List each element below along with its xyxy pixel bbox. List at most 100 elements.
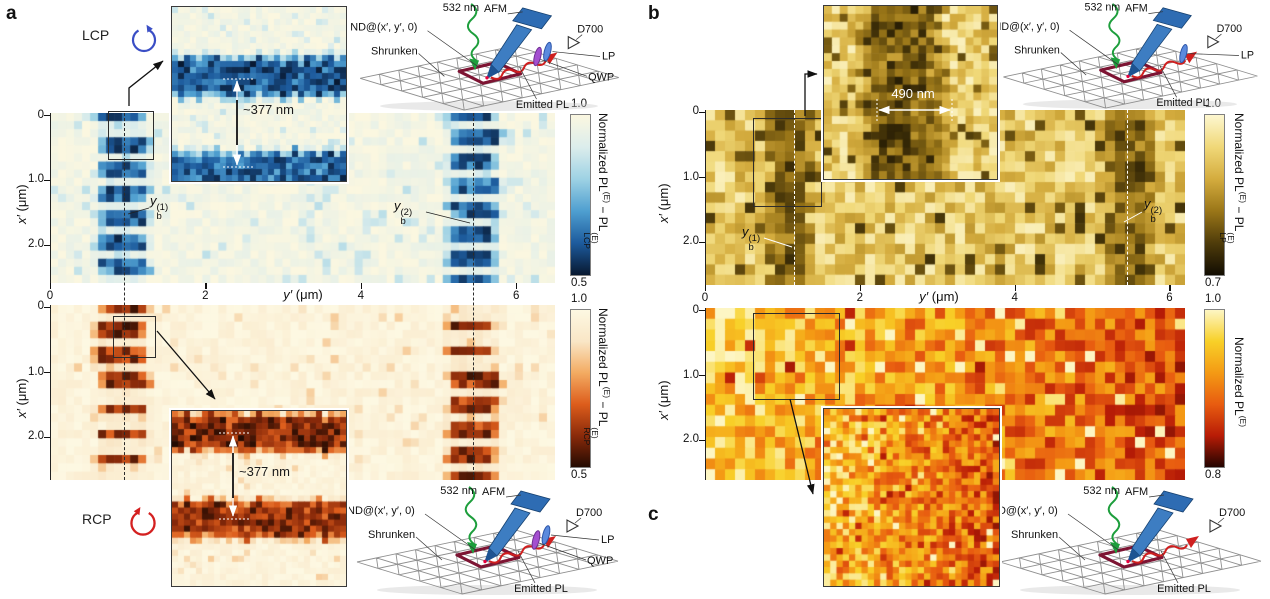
excitation-beam bbox=[464, 486, 478, 545]
diagram-label-excitation_wavelength: 532 nm bbox=[1083, 485, 1120, 497]
qwp-disc-icon bbox=[531, 530, 541, 550]
yb1-dashed-line-b bbox=[794, 110, 795, 285]
y-axis-tick-label: 0 bbox=[37, 300, 44, 313]
setup-diagram-c: 532 nm AFM ND@(x′, y′, 0) Shrunken D700 Emitt… bbox=[988, 483, 1268, 596]
scan-region-outline bbox=[1099, 59, 1163, 84]
diagram-label-excitation_wavelength: 532 nm bbox=[440, 485, 477, 497]
lcp-circular-arrow-icon bbox=[131, 24, 157, 53]
x-axis-tick bbox=[1169, 285, 1171, 291]
lcp-label: LCP bbox=[82, 27, 110, 43]
zoom-region-rect-a-top bbox=[108, 111, 154, 160]
y-axis-label-c: x′ (μm) bbox=[656, 380, 671, 420]
y-axis-tick bbox=[699, 310, 705, 312]
colorbar-lp bbox=[1204, 114, 1225, 276]
y-axis-tick bbox=[44, 372, 50, 374]
excitation-beam bbox=[1107, 486, 1121, 545]
diagram-label-afm: AFM bbox=[1125, 3, 1148, 15]
diagram-label-detector: D700 bbox=[1219, 507, 1245, 519]
x-axis-tick-label: 4 bbox=[357, 290, 364, 302]
scan-region-outline bbox=[455, 544, 521, 569]
marker-yb1-b: y (1) b bbox=[742, 224, 761, 253]
colorbar-title-lcp: Normalized PL(E) − PL (E) LCP bbox=[582, 113, 612, 249]
x-axis-tick bbox=[1014, 285, 1016, 291]
diagram-label-nd: ND@(x′, y′, 0) bbox=[994, 21, 1060, 33]
colorbar-total-pl bbox=[1204, 309, 1225, 468]
lp-disc-icon bbox=[1179, 44, 1188, 64]
diagram-label-shrunken: Shrunken bbox=[371, 46, 418, 58]
inset-lcp-zoom bbox=[169, 4, 349, 184]
diagram-label-detector: D700 bbox=[576, 507, 602, 519]
afm-tip bbox=[486, 64, 499, 80]
x-axis-tick bbox=[859, 285, 862, 291]
rcp-circular-arrow-icon bbox=[130, 507, 156, 536]
y-axis-tick-label: 2.0 bbox=[683, 235, 699, 248]
stripe-spacing-label-lcp: ~377 nm bbox=[243, 102, 294, 117]
y-axis-tick bbox=[699, 111, 705, 114]
x-axis-tick bbox=[516, 283, 518, 289]
x-axis-tick-label: 2 bbox=[856, 292, 864, 304]
y-axis-tick-label: 1.0 bbox=[683, 170, 699, 183]
afm-chip bbox=[512, 7, 553, 30]
colorbar-max-lcp: 1.0 bbox=[571, 98, 587, 110]
diagram-label-afm: AFM bbox=[1125, 486, 1148, 498]
colorbar-min-lcp: 0.5 bbox=[571, 277, 587, 289]
colorbar-min-lp: 0.7 bbox=[1205, 277, 1221, 289]
diagram-label-lp: LP bbox=[1241, 49, 1254, 61]
diagram-label-nd: ND@(x′, y′, 0) bbox=[347, 505, 415, 517]
stripe-spacing-label-rcp: ~377 nm bbox=[239, 464, 290, 479]
diagram-label-lp: LP bbox=[601, 534, 614, 546]
y-axis-tick-label: 1.0 bbox=[683, 368, 699, 381]
colorbar-lcp bbox=[570, 114, 591, 276]
y-axis-tick-label: 0 bbox=[692, 303, 699, 316]
y-axis-label-a-bottom: x′ (μm) bbox=[14, 378, 29, 418]
x-axis-tick-label: 4 bbox=[1011, 292, 1018, 304]
y-axis-tick-label: 1.0 bbox=[28, 173, 44, 186]
diagram-label-emitted: Emitted PL bbox=[1157, 583, 1211, 595]
diagram-label-emitted: Emitted PL bbox=[514, 583, 568, 595]
diagram-label-shrunken: Shrunken bbox=[1011, 529, 1058, 541]
axis-spine bbox=[50, 305, 51, 480]
panel-label-c: c bbox=[648, 504, 659, 525]
qwp-disc-icon bbox=[533, 46, 542, 67]
nd-position-dot bbox=[483, 559, 487, 564]
scan-region-outline bbox=[1098, 544, 1164, 569]
axis-spine bbox=[705, 110, 706, 285]
y-axis-tick bbox=[44, 306, 50, 309]
diagram-label-detector: D700 bbox=[1217, 23, 1243, 35]
colorbar-max-rcp: 1.0 bbox=[571, 293, 587, 305]
y-axis-tick bbox=[44, 244, 50, 247]
y-axis-tick-label: 2.0 bbox=[28, 430, 44, 443]
lp-disc-icon bbox=[543, 41, 552, 62]
diagram-label-excitation_wavelength: 532 nm bbox=[443, 2, 479, 14]
marker-yb2-b: y (2) b bbox=[1144, 196, 1163, 225]
diagram-label-shrunken: Shrunken bbox=[1014, 45, 1060, 57]
diagram-label-afm: AFM bbox=[484, 3, 507, 15]
reflection-shadow bbox=[1022, 99, 1238, 110]
colorbar-title-total: Normalized PL(E) bbox=[1232, 337, 1248, 428]
panel-label-b: b bbox=[648, 3, 660, 24]
excitation-beam bbox=[1108, 3, 1121, 61]
axis-spine bbox=[50, 113, 51, 283]
zoom-region-rect-a-bottom bbox=[113, 316, 156, 358]
diagram-label-qwp: QWP bbox=[587, 555, 613, 567]
y-axis-label-a-top: x′ (μm) bbox=[14, 184, 29, 224]
x-axis-tick bbox=[205, 283, 207, 289]
x-axis-tick bbox=[705, 285, 707, 291]
excitation-arrowhead-icon bbox=[1110, 57, 1121, 70]
colorbar-max-total: 1.0 bbox=[1205, 293, 1221, 305]
rcp-label: RCP bbox=[82, 511, 112, 527]
line-width-label: 490 nm bbox=[891, 86, 935, 101]
inset-rcp-zoom bbox=[169, 408, 349, 589]
excitation-arrowhead-icon bbox=[1110, 542, 1120, 554]
diagram-label-nd: ND@(x′, y′, 0) bbox=[990, 505, 1058, 517]
lp-disc-icon bbox=[541, 525, 551, 545]
detector-symbol-icon bbox=[566, 519, 580, 533]
afm-chip bbox=[1153, 490, 1194, 513]
emitted-pl-beam bbox=[1131, 544, 1188, 564]
diagram-label-afm: AFM bbox=[482, 486, 505, 498]
diagram-label-nd: ND@(x′, y′, 0) bbox=[350, 22, 417, 34]
colorbar-title-rcp: Normalized PL(E) − PL (E) RCP bbox=[582, 308, 612, 446]
y-axis-tick bbox=[699, 375, 705, 377]
afm-chip bbox=[510, 490, 551, 513]
colorbar-min-total: 0.8 bbox=[1205, 469, 1221, 481]
